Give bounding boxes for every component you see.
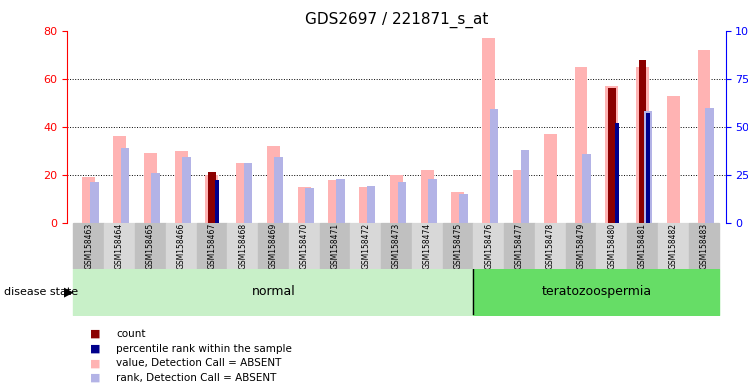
Bar [412, 223, 443, 269]
Text: ■: ■ [90, 344, 100, 354]
Bar [490, 109, 498, 223]
Text: GSM158466: GSM158466 [177, 223, 186, 269]
Text: GSM158475: GSM158475 [453, 223, 462, 269]
Bar [135, 223, 166, 269]
Text: normal: normal [251, 285, 295, 298]
Bar [429, 179, 437, 223]
Text: GDS2697 / 221871_s_at: GDS2697 / 221871_s_at [304, 12, 488, 28]
Bar [367, 186, 375, 223]
Text: GSM158478: GSM158478 [546, 223, 555, 269]
Bar [615, 123, 619, 223]
Text: GSM158470: GSM158470 [300, 223, 309, 269]
Bar [336, 179, 345, 223]
Bar [646, 113, 650, 223]
Bar [90, 182, 99, 223]
Text: ■: ■ [90, 373, 100, 383]
Bar [658, 223, 689, 269]
Bar [183, 157, 191, 223]
Text: teratozoospermia: teratozoospermia [542, 285, 652, 298]
Text: percentile rank within the sample: percentile rank within the sample [116, 344, 292, 354]
Text: GSM158481: GSM158481 [638, 223, 647, 269]
Bar [73, 223, 104, 269]
Bar [608, 88, 616, 223]
Text: GSM158467: GSM158467 [207, 223, 216, 269]
Text: GSM158473: GSM158473 [392, 223, 401, 269]
Bar [639, 60, 646, 223]
Bar [197, 223, 227, 269]
Bar [258, 223, 289, 269]
Bar [215, 180, 219, 223]
Bar [443, 223, 473, 269]
Bar [175, 151, 188, 223]
Bar [144, 153, 157, 223]
Text: GSM158477: GSM158477 [515, 223, 524, 269]
Text: GSM158479: GSM158479 [577, 223, 586, 269]
Text: GSM158482: GSM158482 [669, 223, 678, 269]
Bar [267, 146, 280, 223]
Text: value, Detection Call = ABSENT: value, Detection Call = ABSENT [116, 358, 281, 368]
Text: GSM158480: GSM158480 [607, 223, 616, 269]
Bar [513, 170, 526, 223]
Text: GSM158469: GSM158469 [269, 223, 278, 269]
Bar [636, 67, 649, 223]
Text: count: count [116, 329, 145, 339]
Text: GSM158464: GSM158464 [115, 223, 124, 269]
Text: GSM158476: GSM158476 [484, 223, 493, 269]
Bar [350, 223, 381, 269]
Bar [390, 175, 403, 223]
Bar [244, 163, 252, 223]
Bar [166, 223, 197, 269]
Bar [236, 163, 249, 223]
Bar [521, 150, 529, 223]
Bar [227, 223, 258, 269]
Bar [206, 175, 218, 223]
Bar [482, 38, 495, 223]
Bar [82, 177, 95, 223]
Text: disease state: disease state [4, 287, 78, 297]
Bar [705, 108, 714, 223]
Bar [452, 192, 465, 223]
Bar [381, 223, 412, 269]
Bar [420, 170, 434, 223]
Bar [596, 223, 627, 269]
Bar [397, 182, 406, 223]
Bar [113, 136, 126, 223]
Text: GSM158471: GSM158471 [331, 223, 340, 269]
Text: rank, Detection Call = ABSENT: rank, Detection Call = ABSENT [116, 373, 276, 383]
Bar [605, 86, 618, 223]
Bar [104, 223, 135, 269]
Bar [582, 154, 591, 223]
Bar [643, 111, 652, 223]
Bar [565, 223, 596, 269]
Text: ■: ■ [90, 358, 100, 368]
Text: ■: ■ [90, 329, 100, 339]
Bar [305, 188, 314, 223]
Bar [504, 223, 535, 269]
Text: ▶: ▶ [64, 285, 73, 298]
Bar [319, 223, 350, 269]
Bar [574, 67, 587, 223]
Bar [698, 50, 711, 223]
Bar [120, 148, 129, 223]
Bar [459, 194, 468, 223]
Bar [289, 223, 319, 269]
Bar [689, 223, 720, 269]
Text: GSM158472: GSM158472 [361, 223, 370, 269]
Bar [328, 180, 341, 223]
Text: GSM158465: GSM158465 [146, 223, 155, 269]
Bar [535, 223, 565, 269]
Text: GSM158468: GSM158468 [238, 223, 247, 269]
Text: GSM158474: GSM158474 [423, 223, 432, 269]
Bar [275, 157, 283, 223]
Bar [544, 134, 557, 223]
Bar [151, 173, 160, 223]
Bar [473, 223, 504, 269]
Bar [208, 172, 215, 223]
Text: GSM158463: GSM158463 [85, 223, 94, 269]
Bar [298, 187, 310, 223]
Bar [666, 96, 680, 223]
Text: GSM158483: GSM158483 [699, 223, 708, 269]
Bar [627, 223, 658, 269]
Bar [359, 187, 373, 223]
